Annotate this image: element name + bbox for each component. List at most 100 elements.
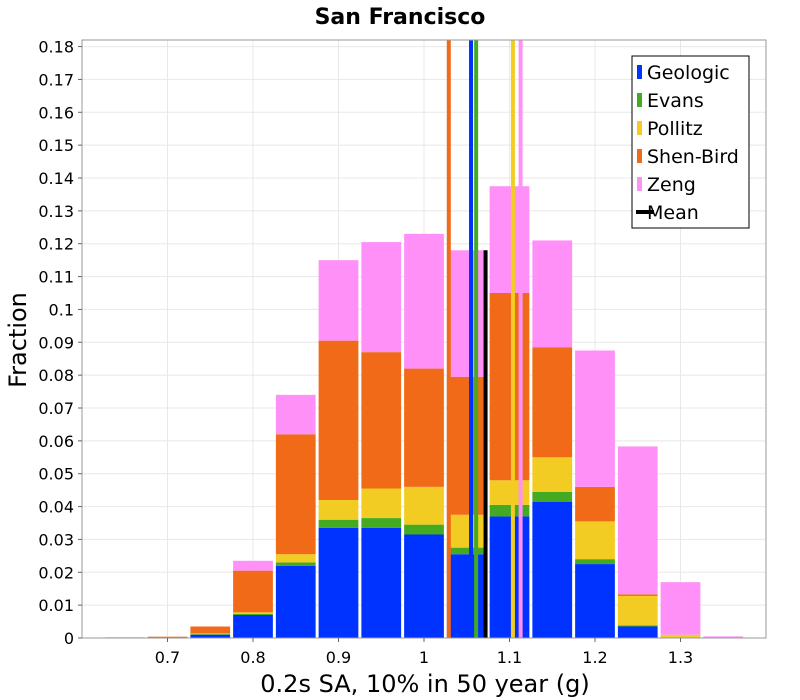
bar-geologic	[617, 626, 658, 638]
x-tick-label: 0.8	[240, 648, 265, 667]
legend-label: Pollitz	[647, 118, 703, 140]
legend-swatch	[637, 121, 642, 135]
bar-geologic	[404, 534, 444, 638]
bar-zeng	[489, 186, 530, 293]
bar-geologic	[446, 554, 487, 638]
legend-swatch	[637, 149, 642, 163]
legend: Geologic Evans Pollitz Shen-Bird Zeng Mean	[631, 55, 750, 229]
bar-shen-bird	[361, 352, 402, 489]
legend-swatch	[636, 210, 654, 214]
bar-zeng	[275, 394, 316, 435]
y-tick-label: 0.05	[38, 465, 74, 484]
bar-zeng	[446, 250, 487, 377]
bar-zeng	[617, 446, 658, 595]
bar-evans	[617, 625, 658, 627]
bar-geologic	[532, 501, 573, 638]
bar-shen-bird	[575, 486, 615, 522]
bar-zeng	[575, 350, 615, 487]
bar-geologic	[318, 527, 359, 638]
bar-evans	[275, 562, 316, 566]
x-tick-label: 0.7	[155, 648, 180, 667]
legend-swatch	[637, 65, 642, 79]
legend-swatch	[637, 177, 642, 191]
bar-evans	[489, 504, 530, 517]
bar-zeng	[404, 233, 444, 369]
y-tick-label: 0.14	[38, 169, 74, 188]
y-tick-label: 0.17	[38, 70, 74, 89]
y-axis-label: Fraction	[4, 292, 32, 388]
bar-zeng	[703, 636, 744, 638]
chart-title: San Francisco	[315, 5, 486, 30]
bar-evans	[446, 547, 487, 555]
bar-shen-bird	[617, 594, 658, 596]
x-tick-label: 1.3	[668, 648, 693, 667]
bar-evans	[575, 559, 615, 565]
y-tick-label: 0.08	[38, 366, 74, 385]
bar-shen-bird	[318, 340, 359, 500]
legend-label: Mean	[647, 202, 699, 224]
y-axis-ticks: 0 0.01 0.02 0.03 0.04 0.05 0.06 0.07 0.08 0.09 0.1…	[38, 38, 82, 648]
y-tick-label: 0.15	[38, 136, 74, 155]
bar-zeng	[532, 240, 573, 348]
y-tick-label: 0.04	[38, 498, 74, 517]
bar-pollitz	[446, 514, 487, 548]
bar-shen-bird	[233, 570, 273, 613]
y-tick-label: 0.03	[38, 530, 74, 549]
bar-pollitz	[275, 554, 316, 563]
bar-pollitz	[532, 457, 573, 492]
x-tick-label: 0.9	[326, 648, 351, 667]
bar-evans	[404, 524, 444, 535]
bar-zeng	[361, 242, 402, 353]
bar-shen-bird	[275, 434, 316, 555]
bar-shen-bird	[446, 376, 487, 515]
bar-geologic	[275, 565, 316, 638]
bar-geologic	[361, 527, 402, 638]
bar-evans	[318, 519, 359, 528]
y-tick-label: 0	[64, 629, 74, 648]
bar-geologic	[233, 615, 273, 638]
bar-geologic	[489, 516, 530, 638]
bar-shen-bird	[190, 626, 231, 634]
bar-zeng	[318, 260, 359, 341]
y-tick-label: 0.13	[38, 202, 74, 221]
bar-pollitz	[318, 500, 359, 520]
bar-evans	[233, 614, 273, 615]
y-tick-label: 0.07	[38, 399, 74, 418]
bar-pollitz	[489, 480, 530, 505]
x-tick-label: 1.1	[497, 648, 522, 667]
bar-pollitz	[361, 488, 402, 519]
bar-pollitz	[575, 521, 615, 560]
y-tick-label: 0.01	[38, 596, 74, 615]
y-tick-label: 0.1	[49, 300, 74, 319]
x-tick-label: 1.2	[582, 648, 607, 667]
bar-pollitz	[404, 486, 444, 525]
y-tick-label: 0.11	[38, 268, 74, 287]
bar-evans	[532, 491, 573, 502]
bar-shen-bird	[532, 347, 573, 458]
bar-shen-bird	[489, 293, 530, 481]
bars	[104, 186, 744, 638]
legend-label: Evans	[647, 90, 704, 112]
bar-pollitz	[617, 595, 658, 626]
legend-label: Shen-Bird	[647, 146, 739, 168]
x-axis-label: 0.2s SA, 10% in 50 year (g)	[260, 670, 589, 698]
legend-box	[631, 55, 750, 229]
bar-geologic	[575, 564, 615, 638]
legend-label: Geologic	[647, 62, 730, 84]
bar-zeng	[233, 560, 273, 571]
bar-zeng	[660, 582, 701, 635]
y-tick-label: 0.09	[38, 333, 74, 352]
series-mean-lines	[446, 40, 523, 638]
bar-geologic	[190, 634, 231, 638]
x-tick-label: 1	[419, 648, 429, 667]
x-axis-ticks: 0.7 0.8 0.9 1 1.1 1.2 1.3	[155, 638, 693, 667]
bar-pollitz	[190, 633, 231, 635]
y-tick-label: 0.18	[38, 38, 74, 57]
bar-shen-bird	[404, 368, 444, 487]
bar-pollitz	[233, 612, 273, 615]
legend-swatch	[637, 93, 642, 107]
bar-shen-bird	[147, 636, 188, 638]
bar-evans	[190, 634, 231, 635]
bar-evans	[361, 518, 402, 528]
